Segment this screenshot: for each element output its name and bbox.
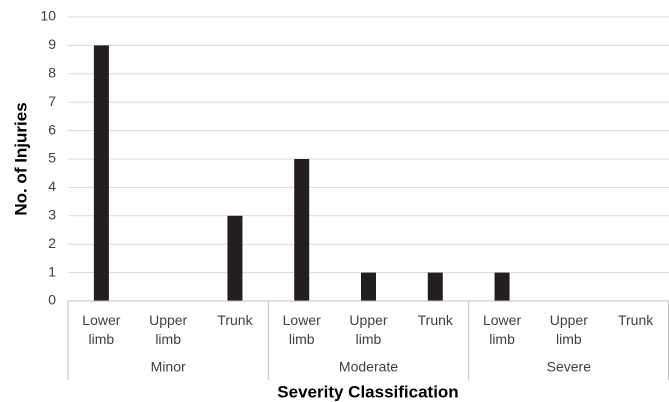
x-tick-label: Trunk [617,312,654,328]
bar [227,215,243,301]
x-axis-title: Severity Classification [277,382,458,401]
group-label: Moderate [339,359,398,375]
x-tick-label-box: Trunk [417,312,453,328]
bar [494,272,510,301]
group-label: Minor [151,359,186,375]
x-tick-label: Trunk [417,312,453,328]
y-tick-label: 5 [48,150,56,166]
bar [93,45,109,302]
x-tick-label-box: Lower limb [282,312,321,347]
bar [361,272,376,301]
y-tick-label: 2 [48,235,56,251]
x-tick-label-box: Trunk [217,312,253,328]
y-tick-label: 8 [48,65,56,81]
x-tick-label: Upper limb [549,312,588,347]
y-tick-label: 6 [48,121,56,137]
x-tick-label-box: Lower limb [482,312,522,347]
x-tick-label: Upper limb [349,312,388,347]
bar [427,272,443,301]
y-tick-label: 10 [40,8,56,24]
x-tick-label-box: Trunk [617,312,654,328]
x-tick-label-box: Upper limb [149,312,188,347]
x-tick-label: Lower limb [82,312,121,347]
x-tick-label-box: Lower limb [82,312,121,347]
y-tick-label: 9 [48,36,56,52]
x-tick-label: Lower limb [482,312,522,347]
group-label: Severe [547,359,592,375]
bar [294,159,310,301]
y-tick-label: 3 [48,207,56,223]
x-tick-label-box: Upper limb [349,312,388,347]
y-axis-title: No. of Injuries [11,102,30,215]
x-tick-label: Upper limb [149,312,188,347]
y-tick-label: 1 [48,263,56,279]
x-tick-label-box: Upper limb [549,312,588,347]
y-tick-label: 7 [48,93,56,109]
y-tick-label: 4 [48,178,56,194]
y-tick-label: 0 [48,292,56,308]
x-tick-label: Lower limb [282,312,321,347]
x-tick-label: Trunk [217,312,253,328]
